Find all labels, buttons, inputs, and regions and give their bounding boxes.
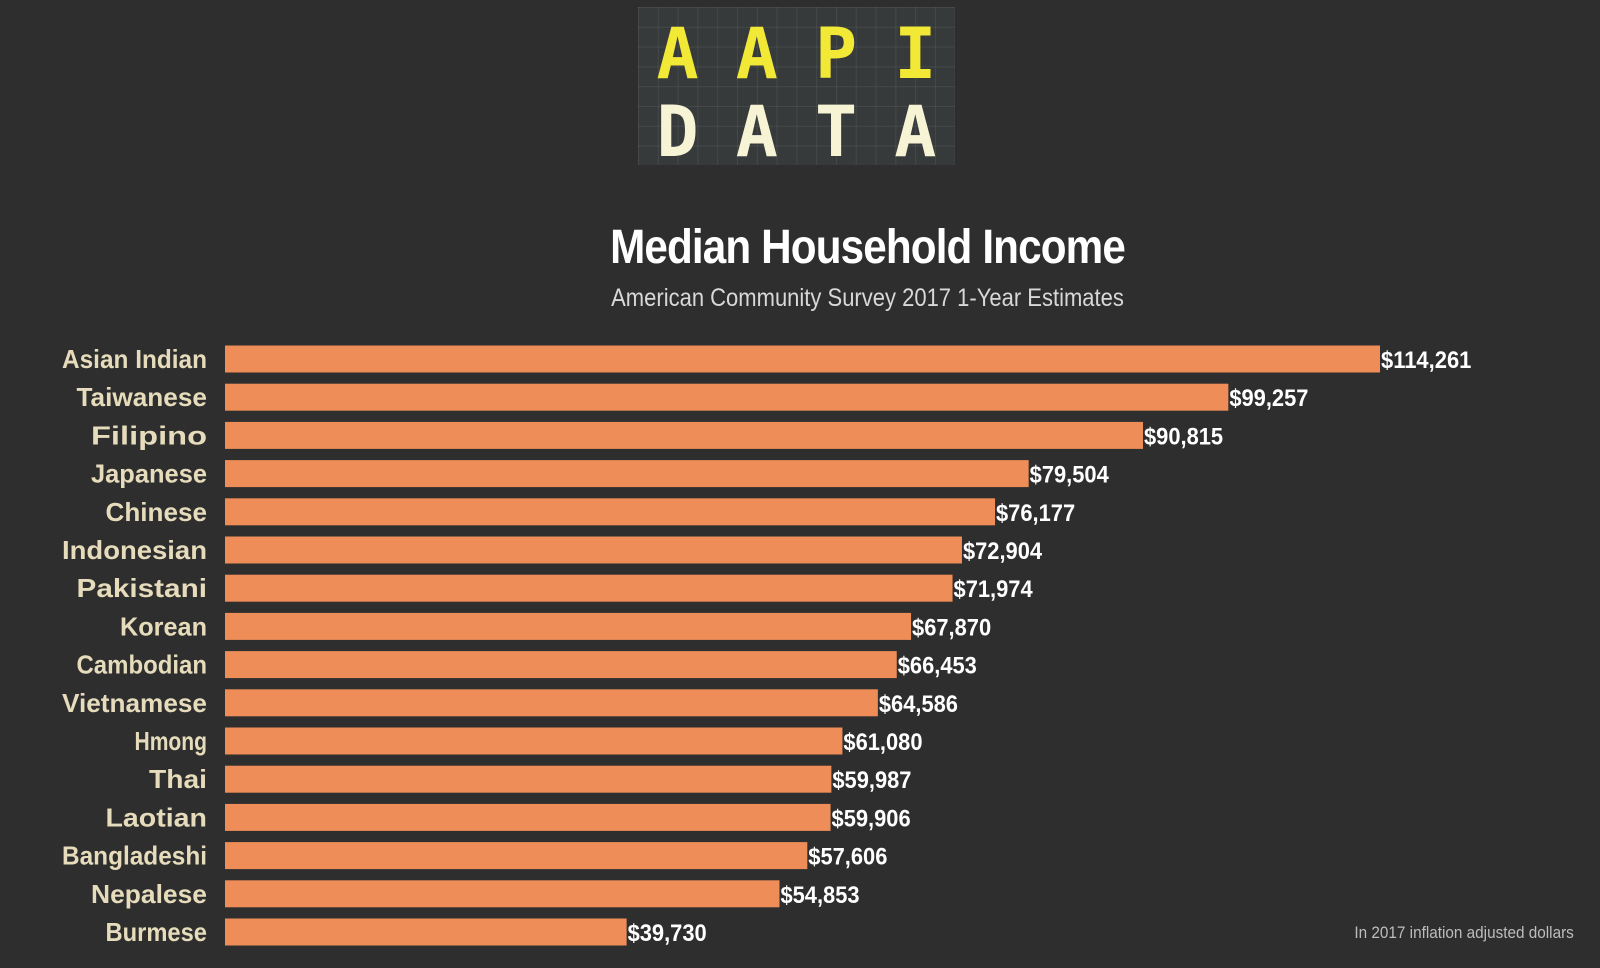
category-label: Burmese — [106, 917, 208, 947]
value-label: $59,906 — [832, 805, 911, 832]
bar-asian-indian — [225, 345, 1380, 373]
value-label: $71,974 — [954, 576, 1034, 603]
logo-letter: A — [735, 91, 778, 173]
category-label: Filipino — [91, 420, 207, 450]
value-label: $61,080 — [843, 729, 922, 756]
bar-pakistani — [225, 574, 953, 602]
category-label: Taiwanese — [77, 382, 208, 412]
bar-japanese — [225, 460, 1029, 488]
chart-title: Median Household Income — [610, 221, 1126, 274]
value-label: $64,586 — [879, 691, 958, 718]
value-label: $76,177 — [996, 500, 1075, 527]
category-label: Chinese — [106, 497, 208, 527]
bar-thai — [225, 765, 832, 793]
value-label: $114,261 — [1381, 347, 1471, 374]
value-label: $79,504 — [1030, 462, 1110, 489]
bar-chinese — [225, 498, 996, 526]
bar-vietnamese — [225, 689, 878, 717]
category-label: Hmong — [135, 726, 208, 756]
bar-hmong — [225, 727, 843, 755]
bar-bangladeshi — [225, 842, 808, 870]
value-label: $72,904 — [963, 538, 1043, 565]
bar-filipino — [225, 421, 1143, 449]
bar-nepalese — [225, 880, 780, 908]
category-label: Japanese — [91, 459, 207, 489]
value-label: $59,987 — [832, 767, 911, 794]
value-label: $99,257 — [1229, 385, 1308, 412]
category-label: Indonesian — [62, 535, 207, 565]
logo-letter: D — [656, 91, 699, 173]
bar-taiwanese — [225, 383, 1229, 411]
logo-letter: A — [894, 91, 937, 173]
chart-note: In 2017 inflation adjusted dollars — [1354, 923, 1574, 942]
category-label: Thai — [149, 764, 207, 794]
category-label: Laotian — [106, 802, 208, 832]
logo-letter: I — [894, 13, 937, 95]
value-label: $57,606 — [808, 844, 887, 871]
bar-cambodian — [225, 651, 897, 679]
logo-letter: P — [815, 13, 858, 95]
bar-laotian — [225, 803, 831, 831]
category-label: Bangladeshi — [62, 841, 207, 871]
category-label: Pakistani — [77, 573, 208, 603]
category-label: Nepalese — [91, 879, 207, 909]
value-label: $66,453 — [898, 653, 977, 680]
value-label: $39,730 — [628, 920, 707, 947]
value-label: $54,853 — [780, 882, 859, 909]
value-label: $90,815 — [1144, 423, 1223, 450]
logo-letter: T — [815, 91, 858, 173]
bar-burmese — [225, 918, 627, 946]
category-label: Korean — [120, 611, 207, 641]
chart-subtitle: American Community Survey 2017 1-Year Es… — [611, 284, 1124, 312]
bar-indonesian — [225, 536, 962, 564]
category-label: Asian Indian — [62, 344, 207, 374]
logo-letter: A — [735, 13, 778, 95]
category-label: Cambodian — [77, 650, 208, 680]
bar-korean — [225, 612, 912, 640]
category-label: Vietnamese — [62, 688, 207, 718]
logo-letter: A — [656, 13, 699, 95]
value-label: $67,870 — [912, 614, 991, 641]
